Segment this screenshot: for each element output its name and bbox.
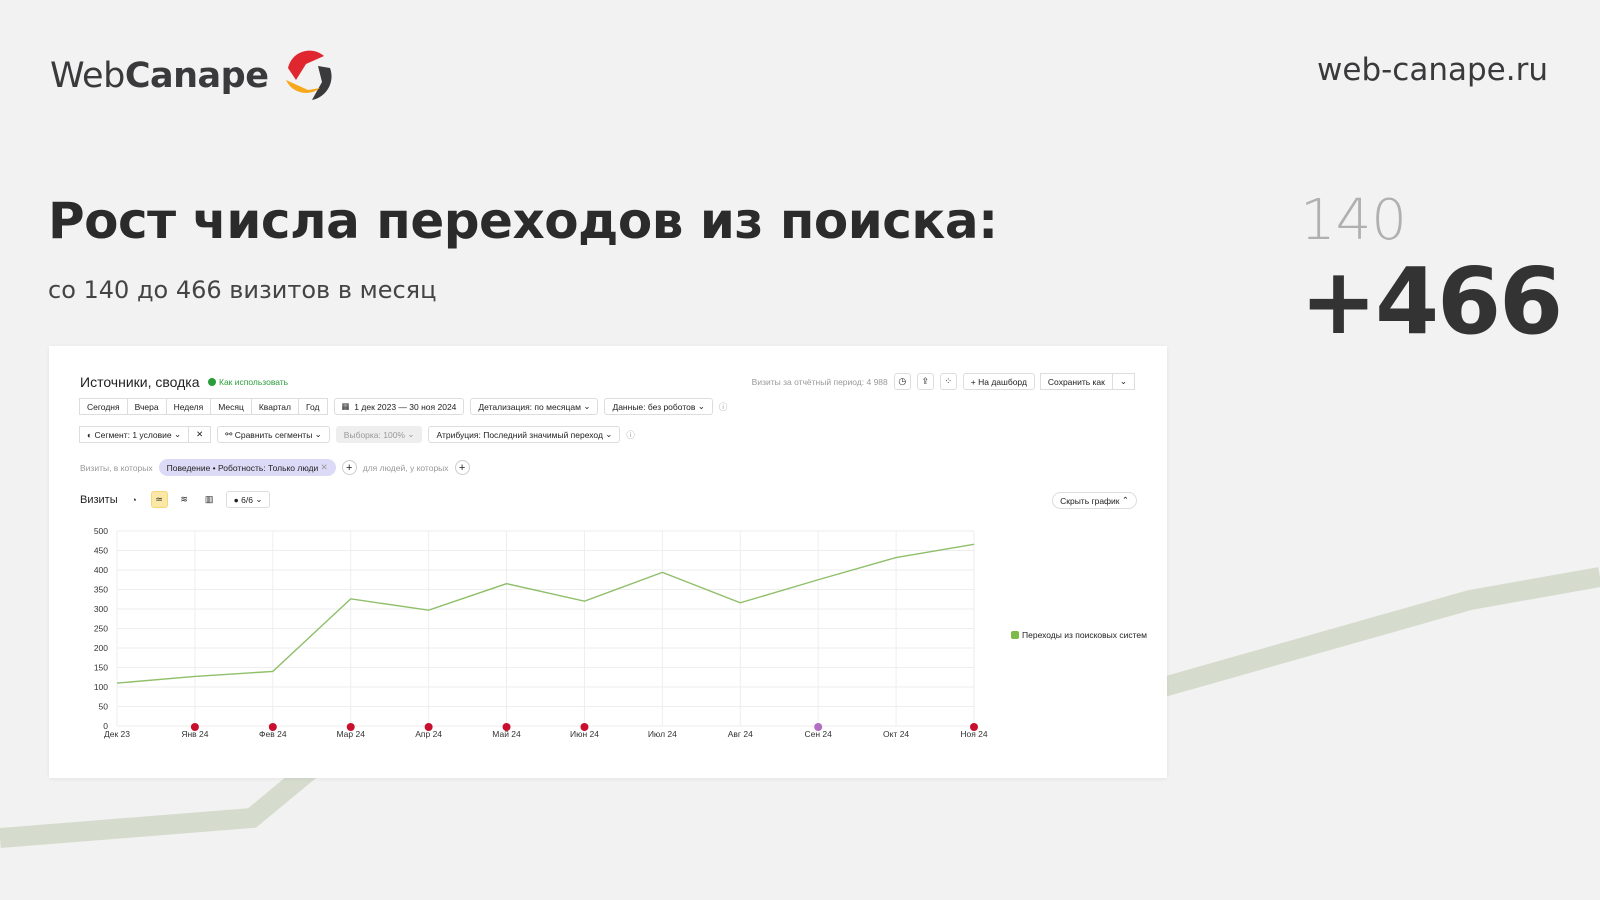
series-selector[interactable]: ● 6/6 ⌄ — [225, 491, 271, 508]
info-icon — [208, 378, 216, 386]
annotation-marker — [346, 723, 355, 731]
metrica-report-screenshot: Источники, сводка Как использовать Визит… — [49, 346, 1167, 778]
period-year[interactable]: Год — [297, 398, 328, 415]
series-count: 6/6 — [241, 494, 253, 505]
clear-segment-button[interactable]: ✕ — [188, 426, 212, 443]
legend-checkbox-icon[interactable] — [1011, 631, 1019, 639]
filter-chip-label: Поведение • Роботность: Только люди — [166, 462, 319, 473]
x-tick-label: Сен 24 — [804, 729, 832, 739]
export-icon[interactable]: ⇪ — [916, 373, 934, 390]
x-tick-label: Янв 24 — [181, 729, 208, 739]
x-tick-label: Ноя 24 — [960, 729, 988, 739]
filter-chip[interactable]: Поведение • Роботность: Только люди ✕ — [158, 459, 336, 476]
line-chart-icon[interactable]: ≃ — [150, 491, 168, 508]
y-tick-label: 150 — [94, 663, 108, 673]
report-title: Источники, сводка — [80, 374, 200, 390]
annotation-marker — [502, 723, 511, 731]
x-tick-label: Авг 24 — [728, 729, 753, 739]
annotation-marker — [814, 723, 823, 731]
y-tick-label: 0 — [103, 721, 108, 731]
detail-dropdown[interactable]: Детализация: по месяцам ⌄ — [470, 398, 599, 415]
date-range-picker[interactable]: ▦ 1 дек 2023 — 30 ноя 2024 — [333, 398, 465, 415]
compare-label: Сравнить сегменты — [234, 429, 313, 440]
people-where-label: для людей, у которых — [362, 462, 449, 473]
series-line — [116, 543, 975, 684]
legend-label: Переходы из поисковых систем — [1022, 630, 1147, 640]
y-tick-label: 450 — [94, 546, 108, 556]
y-tick-label: 500 — [94, 526, 108, 536]
to-dashboard-button[interactable]: + На дашборд — [962, 373, 1035, 390]
attribution-label: Атрибуция: Последний значимый переход — [436, 429, 603, 440]
annotation-marker — [424, 723, 433, 731]
area-chart-icon[interactable]: ≋ — [180, 494, 188, 504]
x-tick-label: Апр 24 — [415, 729, 442, 739]
x-tick-label: Дек 23 — [104, 729, 130, 739]
save-as-button[interactable]: Сохранить как — [1039, 373, 1113, 390]
y-tick-label: 350 — [94, 585, 108, 595]
metric-label: Визиты — [80, 493, 118, 506]
hide-chart-button[interactable]: Скрыть график ⌃ — [1052, 492, 1137, 509]
clock-icon[interactable]: ◷ — [893, 373, 911, 390]
annotation-marker — [190, 723, 199, 731]
how-to-link[interactable]: Как использовать — [208, 377, 288, 387]
pie-chart-icon[interactable]: ◔ — [131, 494, 137, 505]
how-to-label: Как использовать — [219, 377, 289, 387]
remove-filter-icon[interactable]: ✕ — [320, 462, 328, 472]
y-tick-label: 300 — [94, 604, 108, 614]
end-value: +466 — [1300, 248, 1563, 355]
x-tick-label: Май 24 — [492, 729, 521, 739]
annotation-marker — [970, 723, 978, 731]
site-url: web-canape.ru — [1317, 52, 1548, 88]
detail-label: Детализация: по месяцам — [478, 401, 581, 412]
period-yesterday[interactable]: Вчера — [126, 398, 167, 415]
y-tick-label: 400 — [94, 565, 108, 575]
period-visits: Визиты за отчётный период: 4 988 — [751, 376, 888, 387]
visits-chart: 0 50 100 150 200 250 300 350 400 450 500 Дек 23 Янв … — [94, 526, 988, 739]
data-filter-dropdown[interactable]: Данные: без роботов ⌄ — [604, 398, 713, 415]
period-presets: Сегодня Вчера Неделя Месяц Квартал Год — [79, 398, 328, 415]
x-tick-label: Июн 24 — [570, 729, 599, 739]
help-icon[interactable]: ⓘ — [626, 429, 635, 440]
y-tick-label: 100 — [94, 682, 108, 692]
logo-text: WebCanape — [50, 56, 269, 96]
logo: WebCanape — [50, 48, 336, 104]
annotation-marker — [580, 723, 589, 731]
segment-label: Сегмент: 1 условие — [94, 429, 172, 440]
segment-dropdown[interactable]: ◐ Сегмент: 1 условие ⌄ — [79, 426, 190, 443]
save-as-dropdown[interactable]: ⌄ — [1111, 373, 1135, 390]
period-today[interactable]: Сегодня — [79, 398, 128, 415]
x-tick-label: Мар 24 — [337, 729, 366, 739]
hide-chart-label: Скрыть график — [1060, 495, 1120, 506]
y-tick-label: 50 — [99, 702, 109, 712]
annotation-marker — [268, 723, 277, 731]
x-tick-label: Фев 24 — [259, 729, 287, 739]
data-filter-label: Данные: без роботов — [612, 401, 696, 412]
add-people-condition-button[interactable]: + — [454, 460, 470, 475]
visits-where-label: Визиты, в которых — [80, 462, 153, 473]
y-tick-label: 250 — [94, 624, 108, 634]
compare-icon[interactable]: ⁘ — [939, 373, 957, 390]
x-tick-label: Июл 24 — [648, 729, 677, 739]
x-tick-label: Окт 24 — [883, 729, 909, 739]
sample-label: Выборка: 100% — [343, 429, 405, 440]
page-title: Рост числа переходов из поиска: — [48, 192, 998, 250]
attribution-dropdown[interactable]: Атрибуция: Последний значимый переход ⌄ — [428, 426, 621, 443]
to-dashboard-label: На дашборд — [978, 376, 1027, 387]
add-visit-condition-button[interactable]: + — [341, 460, 357, 475]
date-range-label: 1 дек 2023 — 30 ноя 2024 — [354, 401, 457, 412]
start-value: 140 — [1300, 188, 1407, 253]
help-icon[interactable]: ⓘ — [718, 401, 728, 412]
y-tick-label: 200 — [94, 643, 108, 653]
page-subtitle: со 140 до 466 визитов в месяц — [48, 276, 437, 304]
legend-item[interactable]: Переходы из поисковых систем — [1011, 630, 1147, 640]
sample-dropdown[interactable]: Выборка: 100% ⌄ — [335, 426, 423, 443]
logo-mark-icon — [286, 50, 332, 100]
compare-segments-dropdown[interactable]: ⚯ Сравнить сегменты ⌄ — [217, 426, 330, 443]
bar-chart-icon[interactable]: ▥ — [204, 494, 214, 504]
